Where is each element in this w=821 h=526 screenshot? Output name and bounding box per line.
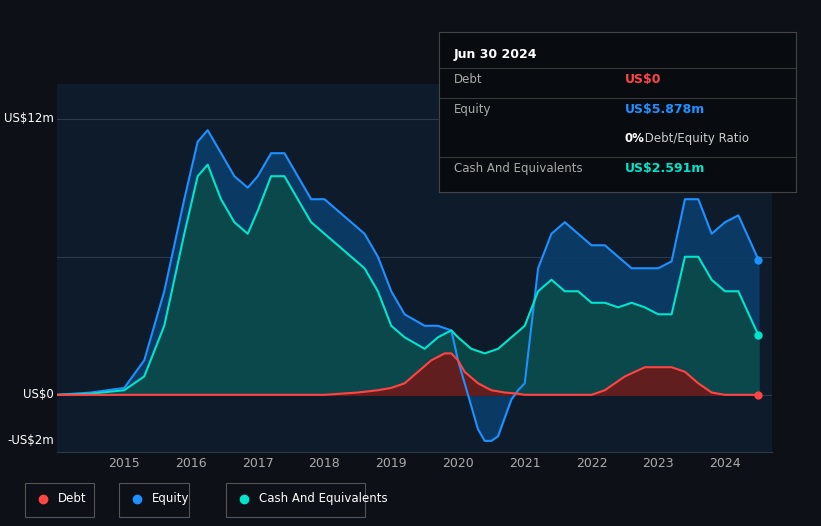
Text: Debt: Debt (453, 73, 482, 86)
Text: Debt: Debt (57, 492, 86, 505)
Text: US$0: US$0 (625, 73, 662, 86)
Text: US$0: US$0 (23, 388, 54, 401)
Text: -US$2m: -US$2m (7, 434, 54, 447)
Text: 0%: 0% (625, 132, 644, 145)
Text: Debt/Equity Ratio: Debt/Equity Ratio (641, 132, 749, 145)
Text: Cash And Equivalents: Cash And Equivalents (259, 492, 388, 505)
Text: Cash And Equivalents: Cash And Equivalents (453, 161, 582, 175)
Text: US$12m: US$12m (4, 112, 54, 125)
Text: Equity: Equity (453, 103, 491, 116)
Text: Equity: Equity (152, 492, 190, 505)
Text: Jun 30 2024: Jun 30 2024 (453, 48, 537, 60)
Text: US$5.878m: US$5.878m (625, 103, 705, 116)
Text: US$2.591m: US$2.591m (625, 161, 705, 175)
